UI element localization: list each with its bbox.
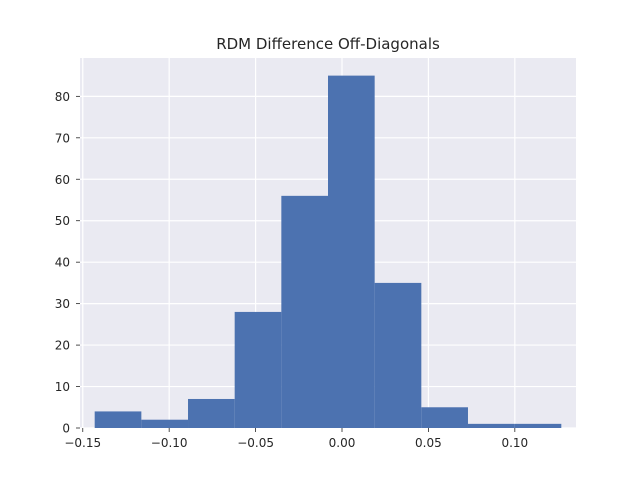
x-tick-label: −0.10 [151,436,188,450]
y-tick-label: 60 [55,173,70,187]
y-tick-label: 40 [55,256,70,270]
histogram-bar [141,419,189,428]
histogram-bar [514,423,562,428]
y-tick-label: 0 [62,422,70,436]
histogram-bar [188,398,235,428]
x-tick-label: −0.15 [64,436,101,450]
x-axis: −0.15 −0.10 −0.05 0.00 0.05 0.10 [64,428,528,450]
histogram-bar [467,423,515,428]
y-tick-label: 30 [55,297,70,311]
histogram-bar [421,407,468,428]
histogram-bars [94,75,562,428]
histogram-bar [374,282,422,428]
histogram-bar [234,311,282,428]
x-tick-label: 0.10 [501,436,528,450]
histogram-bar [94,411,142,428]
histogram-bar [281,195,328,428]
y-tick-label: 70 [55,131,70,145]
y-tick-label: 50 [55,214,70,228]
x-tick-label: −0.05 [237,436,274,450]
y-tick-label: 80 [55,90,70,104]
y-axis: 0 10 20 30 40 50 60 70 80 [55,90,80,436]
chart-title: RDM Difference Off-Diagonals [216,35,440,53]
histogram-bar [328,75,375,428]
y-tick-label: 20 [55,339,70,353]
x-tick-label: 0.00 [329,436,356,450]
x-tick-label: 0.05 [415,436,442,450]
y-tick-label: 10 [55,380,70,394]
